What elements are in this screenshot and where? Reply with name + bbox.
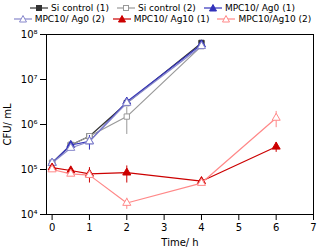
svg-text:10⁵: 10⁵ (21, 164, 38, 175)
svg-text:1: 1 (86, 222, 92, 233)
svg-text:5: 5 (236, 222, 242, 233)
svg-text:10⁴: 10⁴ (21, 209, 38, 220)
svg-text:10⁸: 10⁸ (21, 29, 38, 40)
svg-text:CFU/ mL: CFU/ mL (2, 103, 13, 145)
svg-text:3: 3 (161, 222, 167, 233)
html-text:MPC10/Ag10 (2): MPC10/Ag10 (2) (238, 14, 312, 24)
html-text:Si control (1): Si control (1) (51, 3, 109, 13)
html-text:MPC10/ Ag0 (1): MPC10/ Ag0 (1) (224, 3, 295, 13)
svg-text:10⁶: 10⁶ (21, 119, 38, 130)
svg-text:4: 4 (198, 222, 204, 233)
html-text:MPC10/ Ag10 (1): MPC10/ Ag10 (1) (133, 14, 210, 24)
svg-text:7: 7 (310, 222, 316, 233)
svg-text:6: 6 (273, 222, 279, 233)
svg-text:Time/ h: Time/ h (160, 237, 198, 248)
html-text:MPC10/ Ag0 (2): MPC10/ Ag0 (2) (34, 14, 105, 24)
svg-text:10⁷: 10⁷ (21, 74, 38, 85)
svg-text:0: 0 (49, 222, 55, 233)
svg-text:2: 2 (124, 222, 130, 233)
html-text:Si control (2): Si control (2) (138, 3, 196, 13)
